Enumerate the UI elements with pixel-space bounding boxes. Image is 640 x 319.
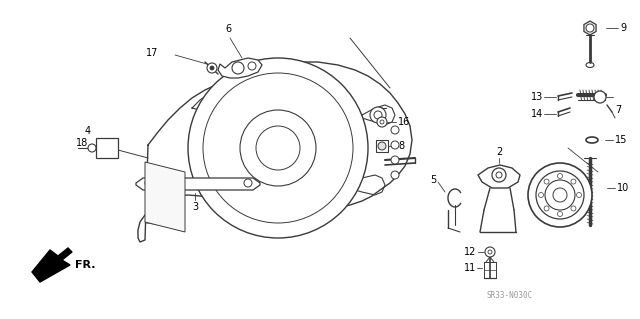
Text: 2: 2 (496, 147, 502, 157)
Circle shape (557, 211, 563, 217)
Circle shape (248, 62, 256, 70)
Circle shape (536, 171, 584, 219)
Circle shape (240, 110, 316, 186)
Circle shape (496, 172, 502, 178)
Circle shape (203, 73, 353, 223)
Text: 14: 14 (531, 109, 543, 119)
Text: 15: 15 (615, 135, 627, 145)
Text: SR33-N030C: SR33-N030C (487, 291, 533, 300)
Circle shape (256, 126, 300, 170)
Text: 5: 5 (429, 175, 436, 185)
Polygon shape (96, 138, 118, 158)
Circle shape (391, 171, 399, 179)
Text: 10: 10 (617, 183, 629, 193)
Circle shape (485, 247, 495, 257)
Circle shape (544, 179, 549, 184)
Circle shape (210, 66, 214, 70)
Text: 3: 3 (192, 202, 198, 212)
Circle shape (528, 163, 592, 227)
Circle shape (380, 120, 384, 124)
Text: 9: 9 (620, 23, 626, 33)
Text: 16: 16 (398, 117, 410, 127)
Text: 8: 8 (398, 141, 404, 151)
Circle shape (586, 24, 594, 32)
Circle shape (545, 180, 575, 210)
Circle shape (391, 156, 399, 164)
Text: 12: 12 (463, 247, 476, 257)
Polygon shape (478, 165, 520, 188)
Circle shape (374, 111, 382, 119)
Polygon shape (145, 162, 185, 232)
Polygon shape (136, 178, 260, 190)
Polygon shape (32, 248, 72, 282)
Circle shape (571, 206, 576, 211)
Circle shape (557, 174, 563, 179)
Polygon shape (218, 58, 262, 78)
Text: 11: 11 (464, 263, 476, 273)
Polygon shape (376, 140, 388, 152)
Text: 7: 7 (615, 105, 621, 115)
Circle shape (577, 192, 582, 197)
Circle shape (232, 62, 244, 74)
Circle shape (538, 192, 543, 197)
Text: FR.: FR. (75, 260, 95, 270)
Circle shape (370, 107, 386, 123)
Circle shape (544, 206, 549, 211)
Text: 17: 17 (146, 48, 158, 58)
Circle shape (377, 117, 387, 127)
Circle shape (188, 58, 368, 238)
Circle shape (492, 168, 506, 182)
Text: 18: 18 (76, 138, 88, 148)
Text: 6: 6 (225, 24, 231, 34)
Circle shape (88, 144, 96, 152)
Text: 13: 13 (531, 92, 543, 102)
Circle shape (244, 179, 252, 187)
Circle shape (488, 250, 492, 254)
Circle shape (378, 142, 386, 150)
Circle shape (594, 91, 606, 103)
Circle shape (207, 63, 217, 73)
Circle shape (145, 178, 155, 188)
Circle shape (553, 188, 567, 202)
Text: 4: 4 (85, 126, 91, 136)
Circle shape (391, 141, 399, 149)
Circle shape (391, 126, 399, 134)
Circle shape (571, 179, 576, 184)
Polygon shape (584, 21, 596, 35)
